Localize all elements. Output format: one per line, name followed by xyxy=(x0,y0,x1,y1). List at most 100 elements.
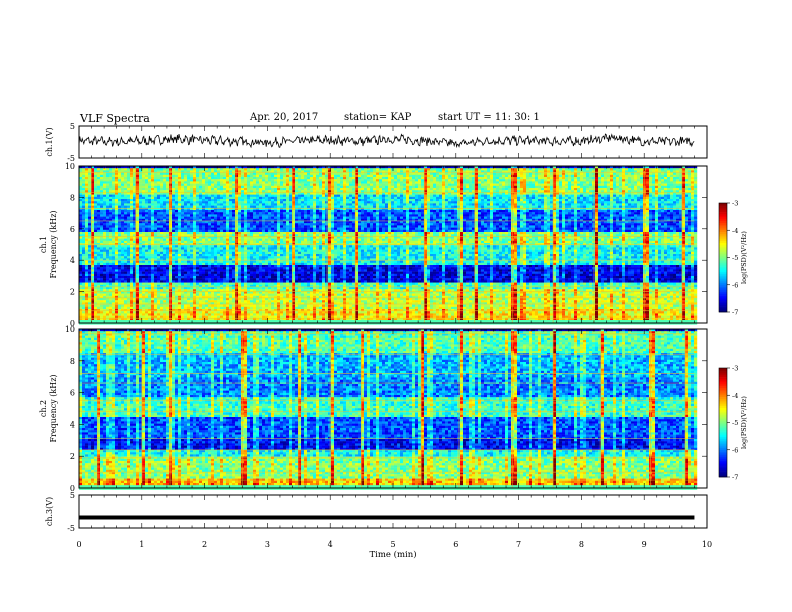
spectrogram-cell xyxy=(112,250,115,252)
spectrogram-cell xyxy=(205,267,208,269)
spectrogram-cell xyxy=(247,256,250,258)
spectrogram-cell xyxy=(232,221,235,223)
spectrogram-cell xyxy=(163,316,166,318)
spectrogram-cell xyxy=(256,203,259,205)
spectrogram-cell xyxy=(205,265,208,267)
spectrogram-cell xyxy=(106,272,109,274)
spectrogram-cell xyxy=(160,223,163,225)
spectrogram-cell xyxy=(265,269,268,271)
spectrogram-cell xyxy=(271,267,274,269)
spectrogram-cell xyxy=(211,234,214,236)
spectrogram-cell xyxy=(115,269,118,271)
spectrogram-cell xyxy=(142,201,145,203)
spectrogram-cell xyxy=(205,234,208,236)
spectrogram-cell xyxy=(127,210,130,212)
spectrogram-cell xyxy=(202,241,205,243)
spectrogram-cell xyxy=(139,269,142,271)
spectrogram-cell xyxy=(82,276,85,278)
spectrogram-cell xyxy=(157,179,160,181)
spectrogram-cell xyxy=(121,245,124,247)
ch1-y-axis-label: ch.1(V) xyxy=(45,127,54,156)
spectrogram-cell xyxy=(166,214,169,216)
spectrogram-cell xyxy=(193,267,196,269)
spectrogram-cell xyxy=(217,181,220,183)
spectrogram-cell xyxy=(175,173,178,175)
spectrogram-cell xyxy=(262,265,265,267)
spectrogram-cell xyxy=(85,305,88,307)
spectrogram-cell xyxy=(268,298,271,300)
spectrogram-cell xyxy=(112,190,115,192)
spectrogram-cell xyxy=(247,184,250,186)
spectrogram-cell xyxy=(253,186,256,188)
spectrogram-cell xyxy=(187,261,190,263)
spectrogram-cell xyxy=(118,267,121,269)
spectrogram-cell xyxy=(271,197,274,199)
spectrogram-cell xyxy=(277,313,280,315)
spectrogram-cell xyxy=(268,316,271,318)
spectrogram-cell xyxy=(130,217,133,219)
spectrogram-cell xyxy=(130,289,133,291)
spectrogram-cell xyxy=(238,276,241,278)
spectrogram-cell xyxy=(211,173,214,175)
spectrogram-cell xyxy=(241,230,244,232)
spectrogram-cell xyxy=(199,225,202,227)
spectrogram-cell xyxy=(268,190,271,192)
spectrogram-cell xyxy=(241,316,244,318)
spectrogram-cell xyxy=(97,197,100,199)
spectrogram-cell xyxy=(106,214,109,216)
spectrogram-cell xyxy=(253,234,256,236)
spectrogram-cell xyxy=(193,186,196,188)
spectrogram-cell xyxy=(85,173,88,175)
spectrogram-cell xyxy=(223,316,226,318)
spectrogram-cell xyxy=(274,221,277,223)
spectrogram-cell xyxy=(142,274,145,276)
spectrogram-cell xyxy=(241,313,244,315)
spectrogram-cell xyxy=(265,298,268,300)
spectrogram-cell xyxy=(118,247,121,249)
spectrogram-cell xyxy=(259,230,262,232)
spectrogram-cell xyxy=(277,289,280,291)
spectrogram-cell xyxy=(274,241,277,243)
spectrogram-cell xyxy=(229,276,232,278)
spectrogram-cell xyxy=(199,197,202,199)
spectrogram-cell xyxy=(280,278,283,280)
spectrogram-cell xyxy=(223,199,226,201)
spectrogram-cell xyxy=(115,313,118,315)
spectrogram-cell xyxy=(229,307,232,309)
spectrogram-cell xyxy=(187,199,190,201)
spectrogram-cell xyxy=(247,241,250,243)
spectrogram-cell xyxy=(109,225,112,227)
spectrogram-cell xyxy=(157,280,160,282)
spectrogram-cell xyxy=(169,223,172,225)
spectrogram-cell xyxy=(121,307,124,309)
spectrogram-cell xyxy=(238,179,241,181)
spectrogram-cell xyxy=(88,203,91,205)
spectrogram-cell xyxy=(196,307,199,309)
spectrogram-cell xyxy=(136,283,139,285)
spectrogram-cell xyxy=(229,316,232,318)
spectrogram-cell xyxy=(262,217,265,219)
spectrogram-cell xyxy=(175,289,178,291)
spectrogram-cell xyxy=(127,234,130,236)
spectrogram-cell xyxy=(253,221,256,223)
spectrogram-cell xyxy=(280,283,283,285)
spectrogram-cell xyxy=(193,195,196,197)
spectrogram-cell xyxy=(157,250,160,252)
spectrogram-cell xyxy=(142,190,145,192)
spectrogram-cell xyxy=(169,217,172,219)
spectrogram-cell xyxy=(130,239,133,241)
spectrogram-cell xyxy=(217,168,220,170)
spectrogram-cell xyxy=(88,265,91,267)
spectrogram-cell xyxy=(160,252,163,254)
spectrogram-cell xyxy=(136,210,139,212)
spectrogram-cell xyxy=(169,252,172,254)
spectrogram-cell xyxy=(163,320,166,322)
spectrogram-cell xyxy=(160,311,163,313)
spectrogram-cell xyxy=(88,201,91,203)
spectrogram-cell xyxy=(124,184,127,186)
spectrogram-cell xyxy=(211,307,214,309)
spectrogram-cell xyxy=(265,203,268,205)
spectrogram-cell xyxy=(190,287,193,289)
spectrogram-cell xyxy=(112,278,115,280)
spectrogram-cell xyxy=(148,278,151,280)
